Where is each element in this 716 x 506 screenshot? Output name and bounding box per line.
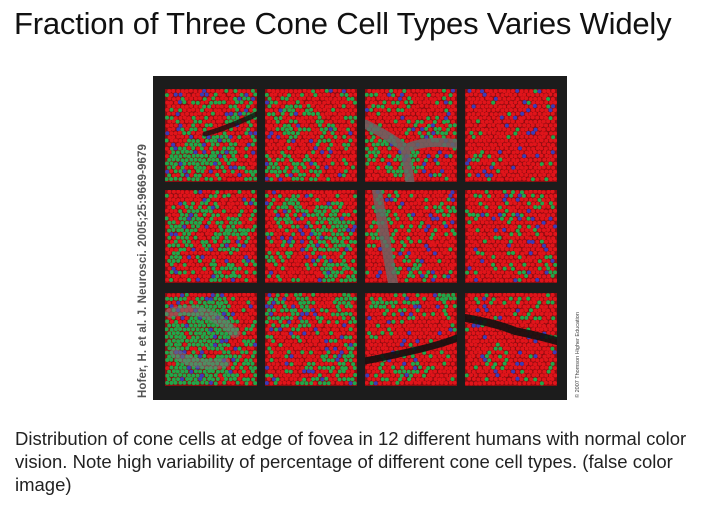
cone-mosaic-tile	[465, 190, 557, 283]
cone-mosaic-tile	[265, 89, 357, 182]
cone-mosaic-tile	[165, 293, 257, 386]
cone-mosaic-tile	[265, 293, 357, 386]
cone-mosaic-tile	[365, 190, 457, 283]
cone-mosaic-tile	[465, 293, 557, 386]
cone-mosaic-tile	[465, 89, 557, 182]
cone-mosaic-tile	[265, 190, 357, 283]
cone-mosaic-figure	[153, 76, 567, 400]
slide-title: Fraction of Three Cone Cell Types Varies…	[14, 6, 672, 41]
figure-caption: Distribution of cone cells at edge of fo…	[15, 428, 687, 495]
cone-mosaic-tile	[365, 89, 457, 182]
copyright-label: © 2007 Thomson Higher Education	[575, 312, 581, 398]
cone-mosaic-tile	[165, 89, 257, 182]
cone-mosaic-tile	[365, 293, 457, 386]
cone-mosaic-tile	[165, 190, 257, 283]
citation-label: Hofer, H. et al. J. Neurosci. 2005;25:96…	[137, 144, 149, 398]
